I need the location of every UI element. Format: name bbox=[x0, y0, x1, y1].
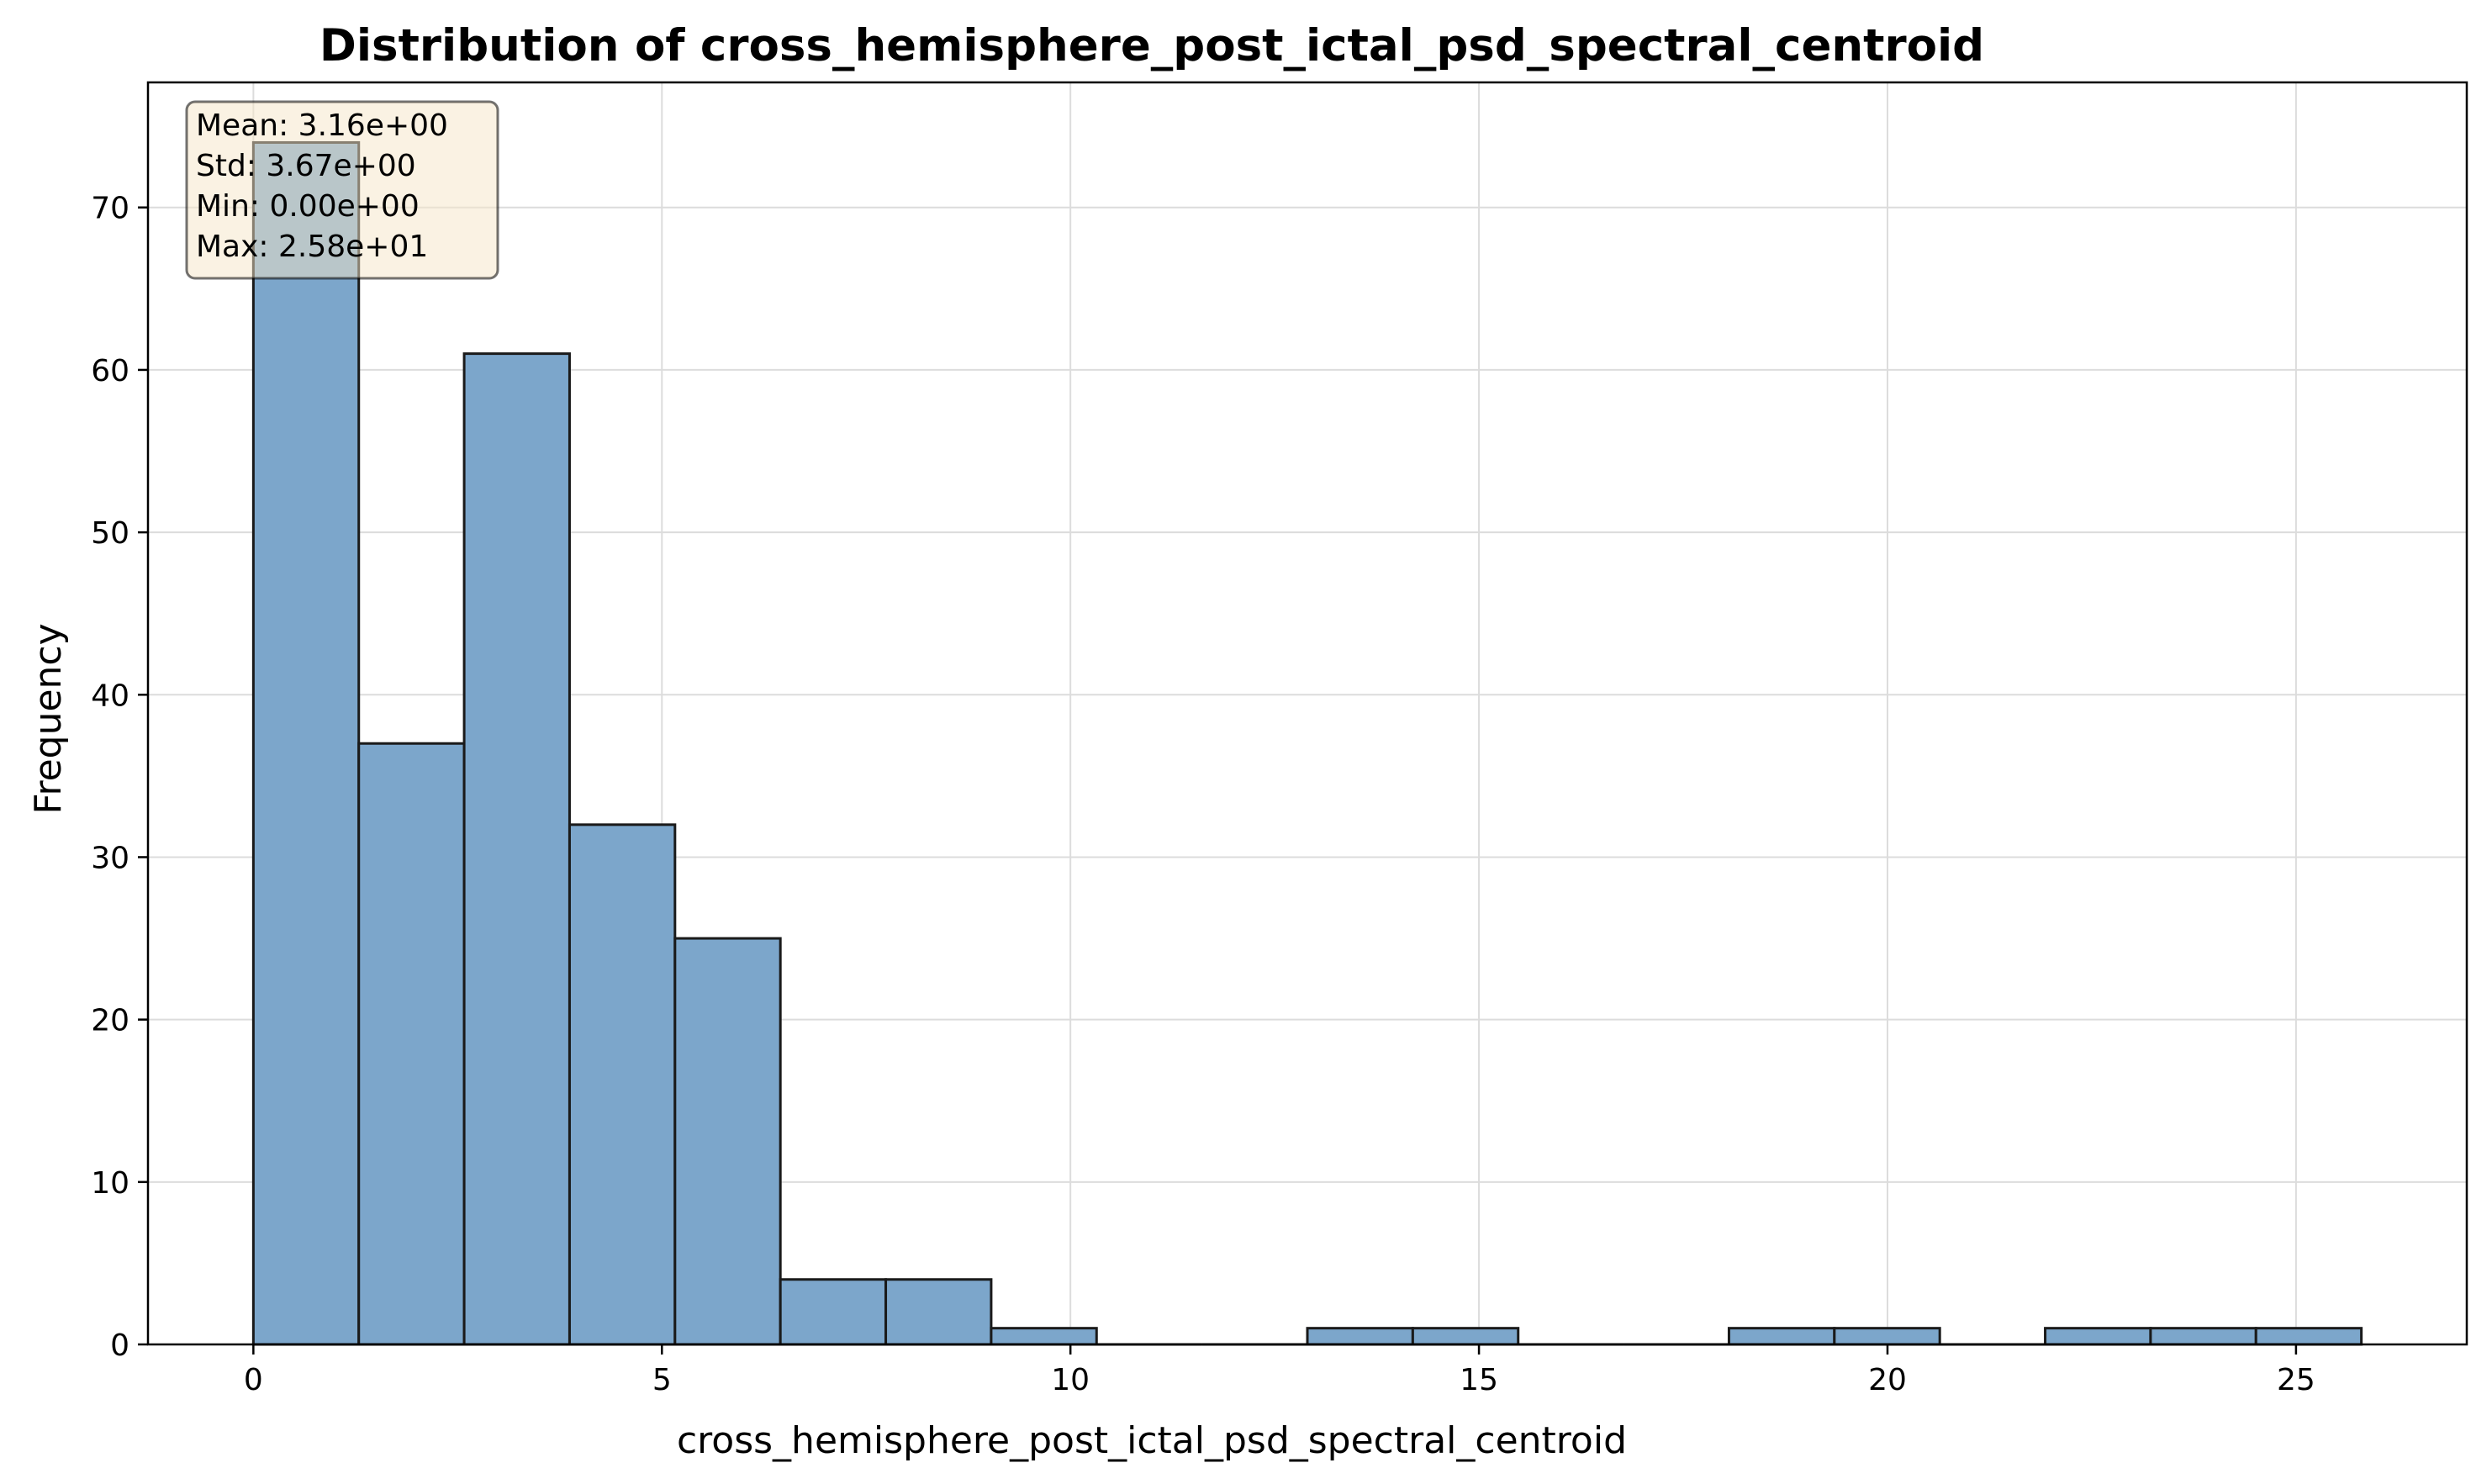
y-tick-label: 30 bbox=[91, 841, 129, 875]
histogram-bar bbox=[2044, 1327, 2152, 1346]
histogram-bars bbox=[251, 140, 2363, 1346]
stats-line: Max: 2.58e+01 bbox=[196, 230, 428, 264]
histogram-bar bbox=[1727, 1327, 1836, 1346]
stats-box: Mean: 3.16e+00 Std: 3.67e+00 Min: 0.00e+00… bbox=[185, 100, 499, 280]
chart-title: Distribution of cross_hemisphere_post_ic… bbox=[319, 20, 1984, 71]
x-tick-label: 20 bbox=[1868, 1363, 1907, 1397]
x-tick-label: 15 bbox=[1460, 1363, 1498, 1397]
y-tick-label: 20 bbox=[91, 1004, 129, 1038]
x-axis-label: cross_hemisphere_post_ictal_psd_spectral… bbox=[677, 1419, 1627, 1462]
stats-line: Std: 3.67e+00 bbox=[196, 149, 416, 183]
histogram-bar bbox=[462, 352, 571, 1346]
y-tick-label: 50 bbox=[91, 516, 129, 551]
x-tick-label: 10 bbox=[1051, 1363, 1090, 1397]
y-axis-label: Frequency bbox=[27, 623, 70, 814]
plot-axes bbox=[146, 81, 2468, 1346]
histogram-bar bbox=[2254, 1327, 2363, 1346]
histogram-bar bbox=[990, 1327, 1098, 1346]
y-tick-label: 10 bbox=[91, 1166, 129, 1201]
histogram-bar bbox=[884, 1278, 993, 1346]
histogram-bar bbox=[1411, 1327, 1520, 1346]
x-tick-label: 5 bbox=[652, 1363, 672, 1397]
x-tick-label: 25 bbox=[2277, 1363, 2315, 1397]
stats-line: Mean: 3.16e+00 bbox=[196, 108, 448, 143]
stats-line: Min: 0.00e+00 bbox=[196, 189, 420, 224]
y-tick-label: 40 bbox=[91, 679, 129, 713]
histogram-bar bbox=[779, 1278, 888, 1346]
x-tick-label: 0 bbox=[244, 1363, 263, 1397]
histogram-bar bbox=[251, 140, 361, 1346]
histogram-bar bbox=[568, 823, 677, 1346]
histogram-bar bbox=[673, 937, 782, 1346]
y-tick-label: 60 bbox=[91, 354, 129, 388]
histogram-bar bbox=[357, 742, 466, 1346]
histogram-bar bbox=[1306, 1327, 1414, 1346]
histogram-bar bbox=[1833, 1327, 1941, 1346]
y-axis-ticks: 0 10 20 30 40 50 60 70 bbox=[91, 192, 148, 1363]
stats-box-background bbox=[185, 100, 499, 280]
y-tick-label: 0 bbox=[110, 1328, 129, 1363]
x-axis-ticks: 0 5 10 15 20 25 bbox=[244, 1344, 2315, 1397]
histogram-bar bbox=[2149, 1327, 2257, 1346]
plot-frame bbox=[146, 81, 2468, 1346]
y-tick-label: 70 bbox=[91, 192, 129, 226]
